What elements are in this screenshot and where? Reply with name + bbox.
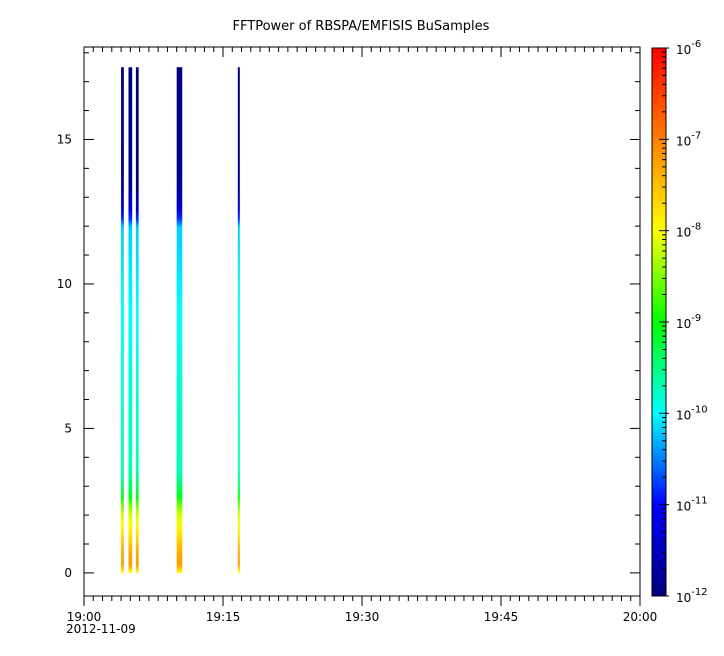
spectrum-column-2 xyxy=(128,67,133,573)
spectrum-column-1 xyxy=(121,67,124,573)
y-tick-label: 5 xyxy=(64,421,72,435)
x-tick-label: 19:15 xyxy=(206,610,241,624)
x-date-label: 2012-11-09 xyxy=(66,622,136,636)
x-axis: 19:00 19:15 19:30 19:45 20:00 xyxy=(67,47,658,624)
x-tick-label: 20:00 xyxy=(623,610,658,624)
colorbar-tick-label: 10-7 xyxy=(676,130,701,148)
colorbar-tick-label: 10-6 xyxy=(676,39,701,57)
colorbar-tick-label: 10-8 xyxy=(676,222,701,240)
x-tick-label: 19:00 xyxy=(67,610,102,624)
y-tick-label: 0 xyxy=(64,566,72,580)
x-tick-label: 19:45 xyxy=(484,610,519,624)
colorbar-tick-label: 10-12 xyxy=(676,587,708,605)
colorbar-tick-label: 10-9 xyxy=(676,313,701,331)
spectrum-column-5 xyxy=(237,67,240,573)
colorbar-tick-label: 10-11 xyxy=(676,496,708,514)
spectrum-column-3 xyxy=(135,67,139,573)
x-tick-label: 19:30 xyxy=(345,610,380,624)
plot-area xyxy=(83,46,641,597)
spectrum-column-4 xyxy=(176,67,183,573)
colorbar-tick-label: 10-10 xyxy=(676,404,708,422)
colorbar: 10-12 10-11 10-10 10-9 10-8 10-7 10-6 xyxy=(651,39,708,605)
y-tick-label: 10 xyxy=(57,277,72,291)
plot-frame xyxy=(83,46,641,597)
y-tick-label: 15 xyxy=(57,132,72,146)
y-axis: 0 5 10 15 xyxy=(57,52,640,580)
chart-title: FFTPower of RBSPA/EMFISIS BuSamples xyxy=(233,19,490,34)
